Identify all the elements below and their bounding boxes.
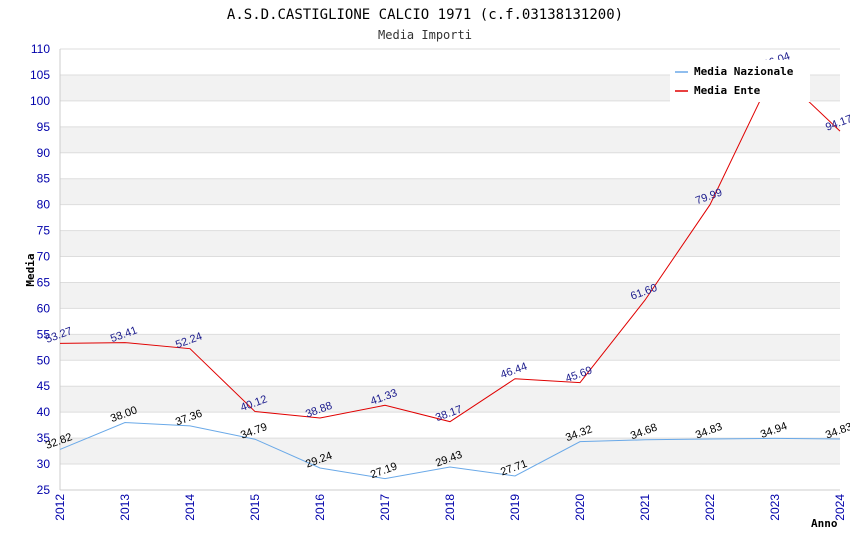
x-tick-label: 2018 <box>443 494 457 521</box>
y-tick-label: 90 <box>37 146 51 160</box>
grid-lines <box>59 48 840 491</box>
grid-bands <box>60 49 840 490</box>
grid-band <box>60 230 840 257</box>
grid-band <box>60 152 840 179</box>
x-tick-label: 2021 <box>638 494 652 521</box>
x-tick-label: 2014 <box>183 494 197 521</box>
series-lines <box>59 68 841 480</box>
y-axis-label: Media <box>24 253 37 286</box>
y-tick-label: 30 <box>37 457 51 471</box>
grid-band <box>60 126 840 153</box>
y-tick-label: 85 <box>37 172 51 186</box>
y-tick-label: 60 <box>37 301 51 315</box>
x-tick-label: 2015 <box>248 494 262 521</box>
grid-band <box>60 464 840 490</box>
grid-band <box>60 360 840 387</box>
x-tick-label: 2022 <box>703 494 717 521</box>
y-tick-label: 45 <box>37 379 51 393</box>
y-tick-label: 105 <box>30 68 50 82</box>
y-tick-label: 80 <box>37 198 51 212</box>
grid-band <box>60 204 840 231</box>
legend-label-nazionale: Media Nazionale <box>694 65 794 78</box>
x-tick-label: 2012 <box>53 494 67 521</box>
y-tick-label: 40 <box>37 405 51 419</box>
grid-band <box>60 282 840 309</box>
grid-band <box>60 386 840 413</box>
grid-band <box>60 438 840 465</box>
x-tick-label: 2024 <box>833 494 847 521</box>
y-axis-ticks: 25 30 35 40 45 50 55 60 65 70 75 80 85 90 95 100 105 110 <box>30 42 50 497</box>
grid-band <box>60 100 840 127</box>
chart-title: A.S.D.CASTIGLIONE CALCIO 1971 (c.f.03138… <box>227 7 623 23</box>
x-tick-label: 2020 <box>573 494 587 521</box>
x-tick-label: 2019 <box>508 494 522 521</box>
grid-band <box>60 178 840 205</box>
x-tick-label: 2016 <box>313 494 327 521</box>
y-tick-label: 75 <box>37 224 51 238</box>
legend-label-ente: Media Ente <box>694 84 761 97</box>
grid-band <box>60 256 840 283</box>
grid-band <box>60 412 840 439</box>
series-line-ente <box>59 68 841 423</box>
y-tick-label: 100 <box>30 94 50 108</box>
series-line-nazionale <box>59 422 841 480</box>
grid-band <box>60 308 840 335</box>
y-tick-label: 35 <box>37 431 51 445</box>
legend: Media Nazionale Media Ente <box>670 60 810 102</box>
x-tick-label: 2013 <box>118 494 132 521</box>
y-tick-label: 110 <box>31 42 50 56</box>
y-tick-label: 25 <box>37 483 51 497</box>
chart-subtitle: Media Importi <box>378 28 472 42</box>
y-tick-label: 65 <box>37 275 51 289</box>
x-tick-label: 2017 <box>378 494 392 521</box>
x-axis-label: Anno <box>811 517 838 530</box>
y-tick-label: 70 <box>37 250 51 264</box>
legend-box <box>670 60 810 102</box>
x-axis-ticks: 2012 2013 2014 2015 2016 2017 2018 2019 2020 2021… <box>53 494 847 521</box>
y-tick-label: 50 <box>37 353 51 367</box>
x-tick-label: 2023 <box>768 494 782 521</box>
grid-band <box>60 334 840 361</box>
y-tick-label: 95 <box>37 120 51 134</box>
y-tick-label: 55 <box>37 327 51 341</box>
